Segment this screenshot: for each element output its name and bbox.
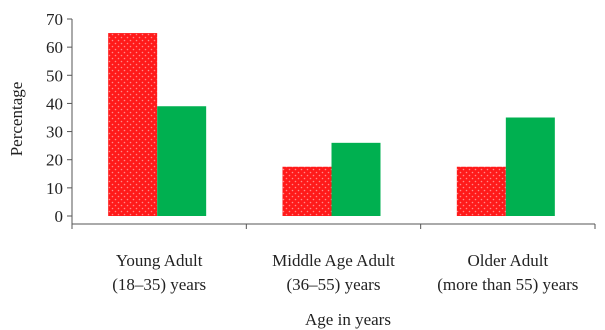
x-axis	[71, 223, 596, 229]
category-labels: Young Adult (18–35) years Middle Age Adult…	[112, 251, 578, 294]
bar-series1-0	[108, 33, 158, 217]
bar-series1-2	[456, 166, 506, 216]
y-tick-label: 30	[46, 123, 63, 142]
bar-series2-2	[505, 117, 555, 216]
category-label: Young Adult	[116, 251, 203, 270]
category-label: (more than 55) years	[437, 275, 578, 294]
y-tick-label: 70	[46, 10, 63, 29]
y-tick-label: 0	[55, 207, 64, 226]
category-label: (36–55) years	[287, 275, 381, 294]
bar-series2-1	[331, 142, 381, 216]
y-axis: 0 10 20 30 40 50 60 70	[46, 10, 73, 226]
category-label: (18–35) years	[112, 275, 206, 294]
y-tick-label: 40	[46, 94, 63, 113]
bars	[108, 33, 555, 217]
category-label: Older Adult	[467, 251, 548, 270]
x-axis-title: Age in years	[305, 310, 391, 329]
y-tick-label: 10	[46, 179, 63, 198]
bar-series1-1	[282, 166, 332, 216]
y-tick-label: 20	[46, 151, 63, 170]
y-tick-label: 60	[46, 38, 63, 57]
y-axis-title: Percentage	[7, 82, 26, 157]
bar-series2-0	[157, 106, 207, 216]
category-label: Middle Age Adult	[272, 251, 395, 270]
y-tick-label: 50	[46, 66, 63, 85]
